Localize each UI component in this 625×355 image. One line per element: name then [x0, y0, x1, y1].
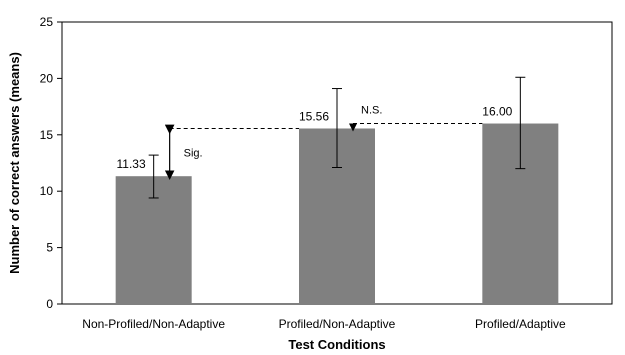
data-label: 15.56 — [299, 109, 329, 123]
bars-group: 11.33 15.56 16.00 — [115, 76, 559, 305]
y-tick-label: 10 — [40, 184, 54, 198]
y-axis-title: Number of correct answers (means) — [7, 52, 22, 274]
ns-label: N.S. — [361, 105, 382, 117]
data-label: 16.00 — [482, 105, 512, 119]
y-tick-label: 15 — [40, 128, 54, 142]
y-tick-label: 20 — [40, 71, 54, 85]
sig-label: Sig. — [184, 147, 203, 159]
y-tick-label: 25 — [40, 15, 54, 29]
data-label: 11.33 — [117, 157, 146, 171]
x-axis-title: Test Conditions — [288, 337, 385, 352]
y-tick-label: 5 — [46, 241, 53, 255]
x-category-label: Non-Profiled/Non-Adaptive — [82, 317, 225, 331]
x-category-label: Profiled/Adaptive — [475, 317, 566, 331]
x-axis: Non-Profiled/Non-Adaptive Profiled/Non-Ad… — [82, 317, 566, 331]
y-axis: 0 5 10 15 20 25 — [40, 15, 62, 311]
x-category-label: Profiled/Non-Adaptive — [279, 317, 396, 331]
y-tick-label: 0 — [46, 297, 53, 311]
annotations-group: Sig. N.S. — [164, 105, 483, 180]
